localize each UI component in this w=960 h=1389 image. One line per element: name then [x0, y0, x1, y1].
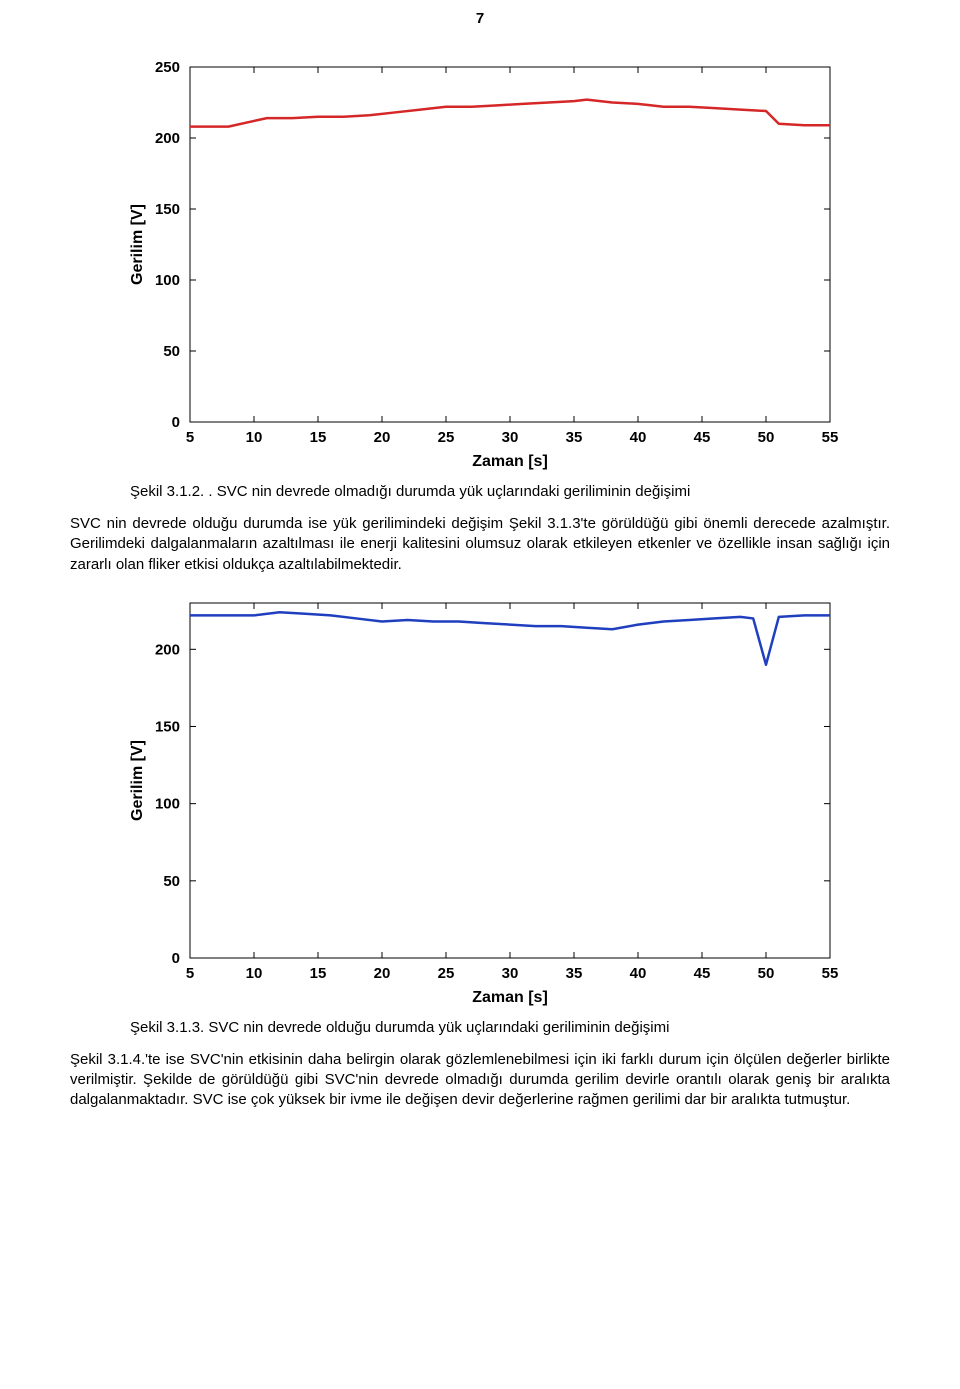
svg-text:Gerilim [V]: Gerilim [V] [129, 740, 146, 821]
svg-text:5: 5 [186, 429, 194, 446]
svg-text:45: 45 [694, 965, 711, 982]
chart-2-container: 5 10 15 20 25 30 35 40 45 50 55 0 50 100 150 200 Zaman [… [70, 593, 890, 1013]
svg-text:50: 50 [163, 873, 180, 890]
paragraph-2: Şekil 3.1.4.'te ise SVC'nin etkisinin da… [70, 1050, 890, 1111]
svg-text:40: 40 [630, 429, 647, 446]
svg-text:50: 50 [758, 429, 775, 446]
svg-text:200: 200 [155, 130, 180, 147]
svg-text:20: 20 [374, 429, 391, 446]
svg-text:35: 35 [566, 965, 583, 982]
chart-2: 5 10 15 20 25 30 35 40 45 50 55 0 50 100 150 200 Zaman [… [110, 593, 850, 1013]
svg-text:50: 50 [758, 965, 775, 982]
svg-text:15: 15 [310, 965, 327, 982]
svg-text:25: 25 [438, 965, 455, 982]
svg-text:45: 45 [694, 429, 711, 446]
svg-text:30: 30 [502, 429, 519, 446]
svg-text:55: 55 [822, 429, 839, 446]
chart-1-container: 5 10 15 20 25 30 35 40 45 50 55 0 50 100 150 200 250 Zama… [70, 57, 890, 477]
chart-2-caption: Şekil 3.1.3. SVC nin devrede olduğu duru… [130, 1019, 890, 1036]
chart-1-caption: Şekil 3.1.2. . SVC nin devrede olmadığı … [130, 483, 890, 500]
svg-text:150: 150 [155, 718, 180, 735]
svg-text:40: 40 [630, 965, 647, 982]
svg-text:35: 35 [566, 429, 583, 446]
svg-text:150: 150 [155, 201, 180, 218]
svg-text:50: 50 [163, 343, 180, 360]
svg-text:Zaman [s]: Zaman [s] [472, 453, 548, 470]
svg-text:Gerilim [V]: Gerilim [V] [129, 204, 146, 285]
svg-text:25: 25 [438, 429, 455, 446]
svg-text:5: 5 [186, 965, 194, 982]
svg-text:10: 10 [246, 965, 263, 982]
paragraph-1: SVC nin devrede olduğu durumda ise yük g… [70, 514, 890, 575]
svg-text:Zaman [s]: Zaman [s] [472, 989, 548, 1006]
svg-text:20: 20 [374, 965, 391, 982]
svg-text:0: 0 [172, 414, 180, 431]
svg-text:10: 10 [246, 429, 263, 446]
svg-text:0: 0 [172, 950, 180, 967]
svg-text:100: 100 [155, 795, 180, 812]
svg-text:250: 250 [155, 59, 180, 76]
svg-text:100: 100 [155, 272, 180, 289]
page-number: 7 [70, 10, 890, 27]
svg-text:15: 15 [310, 429, 327, 446]
svg-text:55: 55 [822, 965, 839, 982]
svg-text:200: 200 [155, 641, 180, 658]
chart-1: 5 10 15 20 25 30 35 40 45 50 55 0 50 100 150 200 250 Zama… [110, 57, 850, 477]
svg-text:30: 30 [502, 965, 519, 982]
